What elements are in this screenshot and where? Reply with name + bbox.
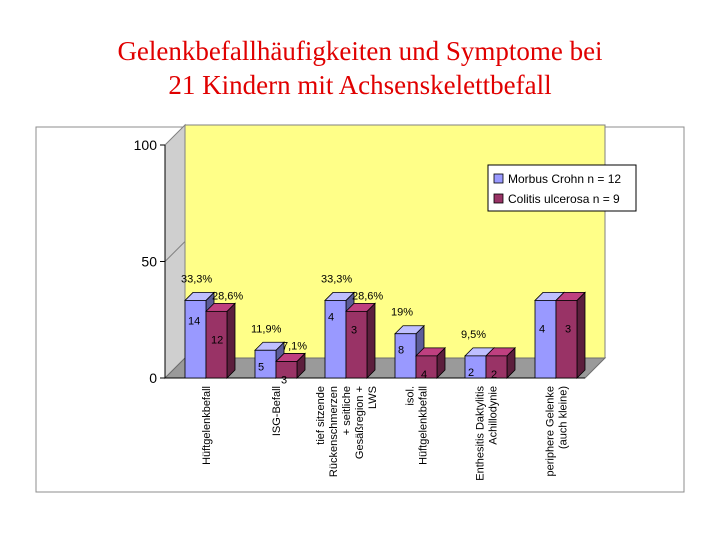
bar-colitis-ulcerosa-side <box>226 302 236 379</box>
x-category-label-line: ISG-Befall <box>271 386 283 436</box>
count-label-morbus-crohn: 5 <box>258 361 264 373</box>
legend-box <box>487 164 637 212</box>
count-label-morbus-crohn: 14 <box>188 315 200 327</box>
count-label-colitis-ulcerosa: 3 <box>281 374 287 386</box>
percent-label-morbus-crohn: 11,9% <box>251 323 282 335</box>
percent-label-colitis-ulcerosa: 28,6% <box>212 290 243 302</box>
bar-colitis-ulcerosa <box>485 355 508 379</box>
legend-entry: Morbus Crohn n = 12 <box>508 172 621 186</box>
x-category-label-line: isol. <box>405 386 417 406</box>
count-label-colitis-ulcerosa: 4 <box>421 369 427 381</box>
percent-label-morbus-crohn: 9,5% <box>461 329 486 341</box>
bar-colitis-ulcerosa <box>275 361 298 379</box>
x-category-label-line: + seitliche <box>341 386 353 435</box>
count-label-colitis-ulcerosa: 3 <box>351 324 357 336</box>
x-category-label-line: Enthesitis Daktylitis <box>475 386 487 481</box>
percent-label-morbus-crohn: 33,3% <box>181 273 212 285</box>
bar-colitis-ulcerosa <box>345 310 368 379</box>
x-category-label-line: (auch kleine) <box>558 386 570 449</box>
x-category-label: Hüftgelenkbefall <box>201 386 213 465</box>
count-label-morbus-crohn: 4 <box>328 311 334 323</box>
x-category-label: Enthesitis Daktylitis Achillodynie <box>475 386 500 481</box>
y-tick-label: 0 <box>149 370 157 386</box>
chart-title: Gelenkbefallhäufigkeiten und Symptome be… <box>0 34 720 102</box>
x-category-label-line: LWS <box>367 386 379 409</box>
count-label-morbus-crohn: 4 <box>539 323 545 335</box>
bar-colitis-ulcerosa-side <box>576 291 586 379</box>
x-category-label-line: Rückenschmerzen <box>328 386 340 477</box>
bar-morbus-crohn <box>534 300 557 379</box>
count-label-morbus-crohn: 2 <box>468 367 474 379</box>
count-label-colitis-ulcerosa: 2 <box>491 369 497 381</box>
x-category-label-line: Hüftgelenkbefall <box>201 386 213 465</box>
bar-colitis-ulcerosa-side <box>366 302 376 379</box>
x-category-label: isol. Hüftgelenkbefall <box>405 386 430 465</box>
x-category-label-line: Achillodynie <box>488 386 500 445</box>
percent-label-colitis-ulcerosa: 7,1% <box>282 340 307 352</box>
bar-colitis-ulcerosa <box>415 355 438 379</box>
legend-entry: Colitis ulcerosa n = 9 <box>508 192 620 206</box>
x-category-label: ISG-Befall <box>271 386 283 436</box>
bar-morbus-crohn <box>184 300 207 379</box>
chart-title-line-2: 21 Kindern mit Achsenskelettbefall <box>168 70 552 100</box>
percent-label-morbus-crohn: 33,3% <box>321 273 352 285</box>
side-wall-tick-line <box>164 241 186 262</box>
y-tick-label: 50 <box>141 254 157 270</box>
x-category-label-line: Gesäßregion + <box>354 386 366 459</box>
x-category-label: periphere Gelenke (auch kleine) <box>545 386 570 477</box>
count-label-colitis-ulcerosa: 12 <box>211 334 223 346</box>
count-label-colitis-ulcerosa: 3 <box>565 323 571 335</box>
y-tick-label: 100 <box>134 137 158 153</box>
chart-title-line-1: Gelenkbefallhäufigkeiten und Symptome be… <box>117 36 603 66</box>
legend-swatch <box>493 173 504 184</box>
x-category-label-line: periphere Gelenke <box>545 386 557 477</box>
bar-colitis-ulcerosa <box>555 300 578 379</box>
percent-label-morbus-crohn: 19% <box>391 307 413 319</box>
legend-swatch <box>493 193 504 204</box>
x-category-label-line: Hüftgelenkbefall <box>418 386 430 465</box>
count-label-morbus-crohn: 8 <box>398 345 404 357</box>
percent-label-colitis-ulcerosa: 28,6% <box>352 290 383 302</box>
bar-colitis-ulcerosa <box>205 310 228 379</box>
x-category-label: tief sitzende Rückenschmerzen + seitliche G… <box>315 386 379 477</box>
x-category-label-line: tief sitzende <box>315 386 327 445</box>
